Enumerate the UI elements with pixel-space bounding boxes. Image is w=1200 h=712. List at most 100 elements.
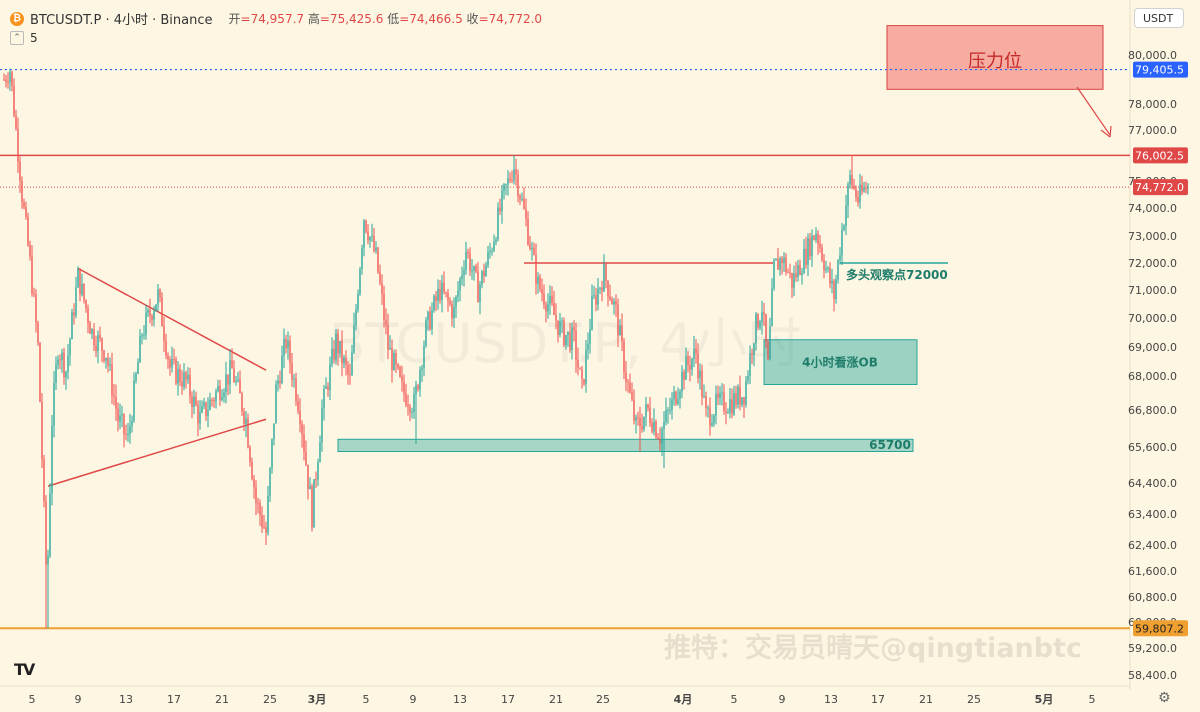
candle-body (769, 326, 771, 360)
candle-body (657, 437, 659, 440)
price-badge (1133, 147, 1188, 164)
candle-body (859, 184, 861, 203)
candle-body (47, 556, 49, 565)
candle-body (135, 373, 137, 381)
candle-body (725, 411, 727, 413)
candle-body (499, 207, 501, 212)
candle-body (825, 268, 827, 271)
candle-body (11, 71, 13, 86)
candle-body (529, 244, 531, 250)
candle-body (227, 374, 229, 385)
candle-body (313, 479, 315, 528)
candle-body (145, 312, 147, 335)
candle-body (523, 198, 525, 209)
candle-body (231, 360, 233, 369)
candle-body (303, 434, 305, 453)
candle-body (715, 393, 717, 416)
candle-body (573, 327, 575, 331)
candle-body (151, 315, 153, 320)
candle-body (55, 364, 57, 383)
candle-body (21, 181, 23, 203)
candle-body (247, 418, 249, 448)
chevron-up-icon[interactable]: ⌃ (10, 31, 24, 45)
candle-body (619, 325, 621, 336)
candle-body (123, 414, 125, 434)
candle-body (119, 415, 121, 422)
candle-body (683, 371, 685, 380)
candle-body (705, 396, 707, 408)
candle-body (601, 287, 603, 292)
candle-body (557, 320, 559, 335)
candle-body (57, 359, 59, 365)
candle-body (91, 329, 93, 334)
candle-body (311, 486, 313, 528)
candle-body (133, 380, 135, 421)
candle-body (363, 220, 365, 248)
candle-body (33, 293, 35, 295)
x-tick-label: 21 (215, 693, 229, 706)
x-tick-label: 25 (263, 693, 277, 706)
candle-body (803, 248, 805, 274)
candle-body (333, 348, 335, 360)
candle-body (221, 397, 223, 401)
candle-body (637, 417, 639, 419)
y-tick-label: 64,400.0 (1128, 477, 1177, 490)
candle-body (9, 71, 11, 83)
candle-body (195, 396, 197, 406)
candle-body (97, 334, 99, 352)
candle-body (853, 185, 855, 189)
candle-body (457, 290, 459, 297)
candle-body (125, 433, 127, 435)
candle-body (131, 420, 133, 427)
candle-body (701, 370, 703, 398)
candle-body (719, 393, 721, 399)
tradingview-logo-icon: TV (14, 660, 35, 679)
currency-select[interactable]: USDT (1134, 8, 1184, 28)
candle-body (633, 399, 635, 421)
candle-body (679, 391, 681, 399)
candle-body (175, 359, 177, 384)
gear-icon[interactable]: ⚙ (1158, 690, 1171, 706)
candle-body (349, 374, 351, 376)
candle-body (753, 343, 755, 355)
candle-body (861, 184, 863, 192)
candle-body (607, 280, 609, 297)
price-badge (1133, 620, 1188, 637)
candle-body (391, 347, 393, 370)
candle-body (291, 363, 293, 380)
candle-body (771, 288, 773, 327)
candle-body (417, 385, 419, 390)
candle-body (67, 355, 69, 372)
candle-body (279, 380, 281, 384)
indicator-value: 5 (30, 31, 38, 45)
indicator-row[interactable]: ⌃ 5 (10, 31, 38, 45)
candle-body (369, 237, 371, 241)
candle-body (307, 464, 309, 490)
candle-body (437, 288, 439, 301)
candle-body (15, 115, 17, 129)
candle-body (785, 257, 787, 273)
candle-body (475, 266, 477, 272)
candle-body (467, 251, 469, 254)
symbol-title[interactable]: BTCUSDT.P · 4小时 · Binance (30, 13, 213, 28)
candle-body (489, 251, 491, 253)
candle-body (791, 272, 793, 288)
candle-body (843, 226, 845, 230)
candle-body (555, 314, 557, 321)
candle-body (579, 367, 581, 370)
candle-body (81, 283, 83, 295)
candle-body (347, 364, 349, 375)
candle-body (165, 340, 167, 356)
candle-body (699, 370, 701, 379)
candle-body (159, 289, 161, 298)
candle-body (275, 384, 277, 424)
candle-body (283, 338, 285, 356)
candle-body (295, 378, 297, 401)
price-badge (1133, 61, 1188, 78)
candle-body (181, 382, 183, 387)
candle-body (809, 238, 811, 257)
arrow-line (1076, 86, 1111, 136)
candle-body (549, 295, 551, 304)
candle-body (569, 331, 571, 351)
